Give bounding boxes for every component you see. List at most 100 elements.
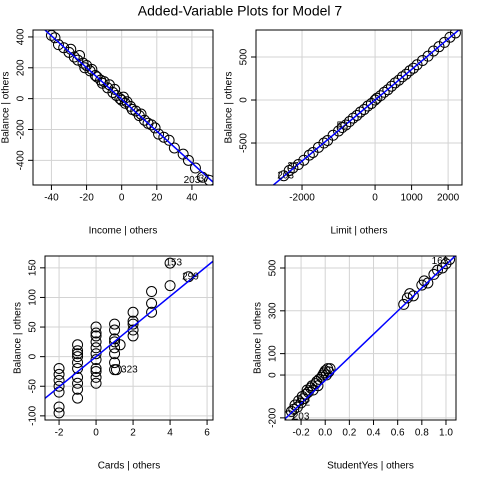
point-label: 203	[293, 411, 310, 422]
point	[168, 142, 180, 154]
point	[77, 57, 89, 69]
y-tick-label: 200	[16, 59, 27, 76]
x-axis-label: Cards | others	[98, 461, 161, 472]
point-label: 52	[337, 120, 349, 131]
point	[351, 109, 363, 121]
x-tick-label: 0.2	[342, 428, 356, 439]
point	[375, 90, 387, 102]
point	[53, 374, 65, 386]
x-tick-label: 0.0	[318, 428, 332, 439]
point	[182, 154, 194, 166]
point	[433, 41, 445, 53]
point	[333, 125, 345, 137]
point	[146, 297, 158, 309]
point	[407, 290, 419, 302]
plot-frame	[284, 255, 457, 421]
fit-line	[272, 30, 460, 185]
point	[127, 318, 139, 330]
point	[285, 405, 297, 417]
point	[109, 336, 121, 348]
point	[109, 342, 121, 354]
point	[362, 100, 374, 112]
point	[98, 76, 110, 88]
y-axis-label: Balance | others	[253, 302, 264, 374]
point	[90, 365, 102, 377]
point	[312, 141, 324, 153]
point	[158, 131, 170, 143]
x-tick-label: 40	[186, 193, 198, 204]
y-tick-label: -400	[16, 150, 27, 170]
x-tick-label: 2000	[437, 193, 460, 204]
x-tick-label: 0.8	[415, 428, 429, 439]
point	[411, 59, 423, 71]
x-tick-label: -0.2	[292, 428, 310, 439]
x-tick-label: -40	[44, 193, 59, 204]
point	[107, 86, 119, 98]
point	[90, 336, 102, 348]
point	[72, 345, 84, 357]
y-tick-label: 150	[28, 259, 39, 276]
point	[428, 45, 440, 57]
y-tick-label: 0	[28, 353, 39, 359]
point	[109, 333, 121, 345]
point	[291, 401, 303, 413]
point	[135, 108, 147, 120]
point	[127, 330, 139, 342]
point	[393, 74, 405, 86]
x-tick-label: 20	[151, 193, 163, 204]
point	[90, 371, 102, 383]
x-axis-label: StudentYes | others	[327, 461, 414, 472]
y-tick-label: 0	[16, 95, 27, 101]
point	[389, 77, 401, 89]
point	[72, 54, 84, 66]
x-tick-label: 0.6	[391, 428, 405, 439]
point	[378, 86, 390, 98]
point	[327, 129, 339, 141]
point	[318, 137, 330, 149]
point-label: 37	[199, 173, 211, 184]
y-tick-label: 100	[28, 289, 39, 306]
x-tick-label: 0	[93, 428, 99, 439]
y-axis-label: Balance | others	[224, 71, 235, 143]
point	[400, 68, 412, 80]
x-tick-label: 2	[130, 428, 136, 439]
point	[90, 377, 102, 389]
point	[72, 357, 84, 369]
point	[432, 264, 444, 276]
fit-line	[45, 260, 213, 399]
point	[153, 128, 165, 140]
x-tick-label: 1000	[400, 193, 423, 204]
point	[428, 268, 440, 280]
point	[110, 364, 122, 376]
point	[354, 106, 366, 118]
point	[79, 62, 91, 74]
point-label: 163	[432, 256, 449, 267]
point	[90, 348, 102, 360]
point	[407, 62, 419, 74]
point	[146, 306, 158, 318]
point	[90, 330, 102, 342]
point	[417, 54, 429, 66]
x-tick-label: -20	[79, 193, 94, 204]
x-tick-label: 1.0	[439, 428, 453, 439]
point	[72, 392, 84, 404]
fit-line	[285, 256, 456, 420]
point	[358, 103, 370, 115]
x-tick-label: -2000	[289, 193, 315, 204]
point	[90, 362, 102, 374]
y-tick-label: 400	[16, 28, 27, 45]
point	[369, 94, 381, 106]
point	[90, 327, 102, 339]
point	[52, 39, 64, 51]
point	[324, 363, 336, 375]
plot-frame	[32, 29, 214, 186]
x-tick-label: 6	[204, 428, 210, 439]
x-tick-label: -2	[55, 428, 64, 439]
point	[53, 380, 65, 392]
point-label: 323	[121, 364, 138, 375]
point	[146, 119, 158, 131]
point	[68, 51, 80, 63]
